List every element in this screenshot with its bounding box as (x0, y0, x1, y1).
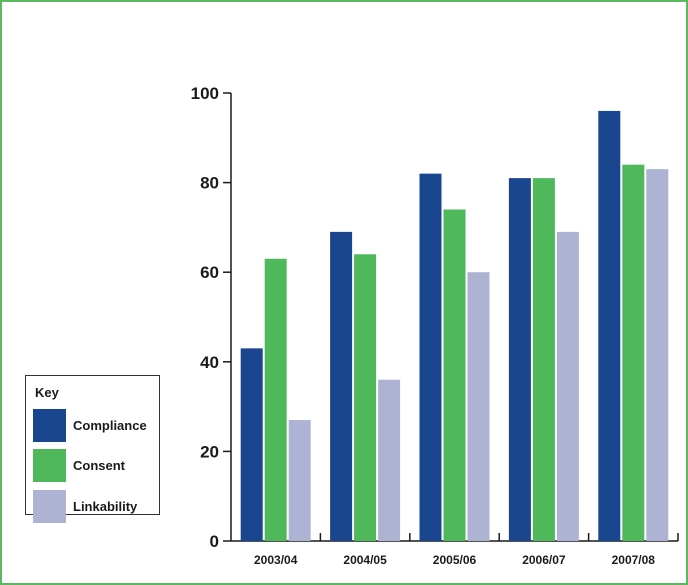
y-tick-label: 0 (210, 532, 219, 551)
bar-linkability (288, 420, 311, 541)
y-tick-label: 60 (200, 263, 219, 282)
y-tick-label: 20 (200, 442, 219, 461)
bar-compliance (330, 231, 353, 541)
bar-consent (354, 254, 377, 541)
bar-linkability (556, 231, 579, 541)
x-tick-label: 2005/06 (433, 553, 477, 567)
legend-label-linkability: Linkability (73, 499, 138, 514)
bar-linkability (646, 169, 669, 541)
y-tick-label: 100 (191, 84, 219, 103)
legend-label-consent: Consent (73, 458, 125, 473)
bar-compliance (240, 348, 263, 541)
x-tick-label: 2003/04 (254, 553, 298, 567)
bar-consent (622, 164, 645, 541)
legend-title: Key (35, 385, 59, 400)
y-tick-label: 80 (200, 174, 219, 193)
bar-linkability (378, 379, 401, 541)
legend-item-consent: Consent (33, 449, 157, 482)
x-tick-label: 2006/07 (522, 553, 566, 567)
bar-compliance (508, 178, 531, 541)
legend-swatch-compliance (33, 409, 66, 442)
legend-item-linkability: Linkability (33, 490, 157, 523)
bar-consent (264, 258, 287, 541)
legend: Key Compliance Consent Linkability (25, 375, 160, 523)
bar-compliance (419, 173, 442, 541)
legend-label-compliance: Compliance (73, 418, 147, 433)
bar-linkability (467, 272, 490, 541)
legend-swatch-linkability (33, 490, 66, 523)
bar-compliance (598, 110, 621, 542)
y-tick-label: 40 (200, 353, 219, 372)
x-tick-label: 2004/05 (343, 553, 387, 567)
bar-consent (532, 178, 555, 541)
bar-consent (443, 209, 466, 542)
legend-item-compliance: Compliance (33, 409, 157, 442)
x-tick-label: 2007/08 (612, 553, 656, 567)
legend-swatch-consent (33, 449, 66, 482)
